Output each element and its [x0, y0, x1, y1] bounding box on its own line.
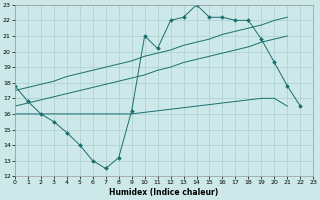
X-axis label: Humidex (Indice chaleur): Humidex (Indice chaleur) — [109, 188, 219, 197]
